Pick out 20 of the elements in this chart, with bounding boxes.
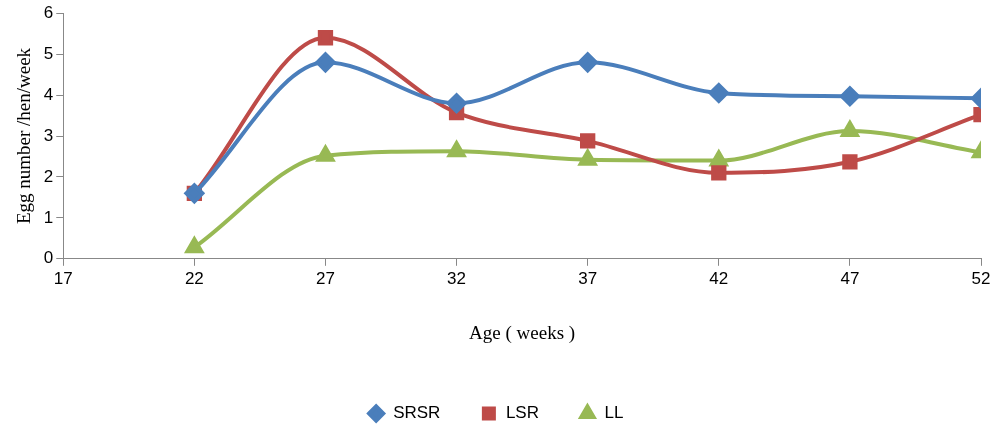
y-tick-label: 1 bbox=[43, 207, 54, 227]
legend-label: SRSR bbox=[393, 403, 441, 423]
y-axis-title: Egg number /hen/week bbox=[13, 47, 35, 225]
x-tick-label: 22 bbox=[184, 268, 204, 288]
x-tick-label: 37 bbox=[578, 268, 598, 288]
y-tick-label: 0 bbox=[43, 248, 54, 268]
y-tick-label: 4 bbox=[43, 84, 54, 104]
legend-label: LL bbox=[604, 403, 624, 423]
y-tick-label: 2 bbox=[43, 166, 54, 186]
y-tick-label: 6 bbox=[43, 2, 54, 22]
x-tick-label: 47 bbox=[840, 268, 860, 288]
x-tick-label: 32 bbox=[447, 268, 467, 288]
x-axis-title: Age ( weeks ) bbox=[469, 321, 576, 344]
y-tick-label: 3 bbox=[43, 125, 54, 145]
x-tick-label: 52 bbox=[971, 268, 991, 288]
legend-label: LSR bbox=[505, 403, 539, 423]
x-tick-label: 17 bbox=[53, 268, 73, 288]
x-tick-label: 42 bbox=[709, 268, 729, 288]
y-tick-label: 5 bbox=[43, 43, 54, 63]
x-tick-label: 27 bbox=[316, 268, 335, 288]
